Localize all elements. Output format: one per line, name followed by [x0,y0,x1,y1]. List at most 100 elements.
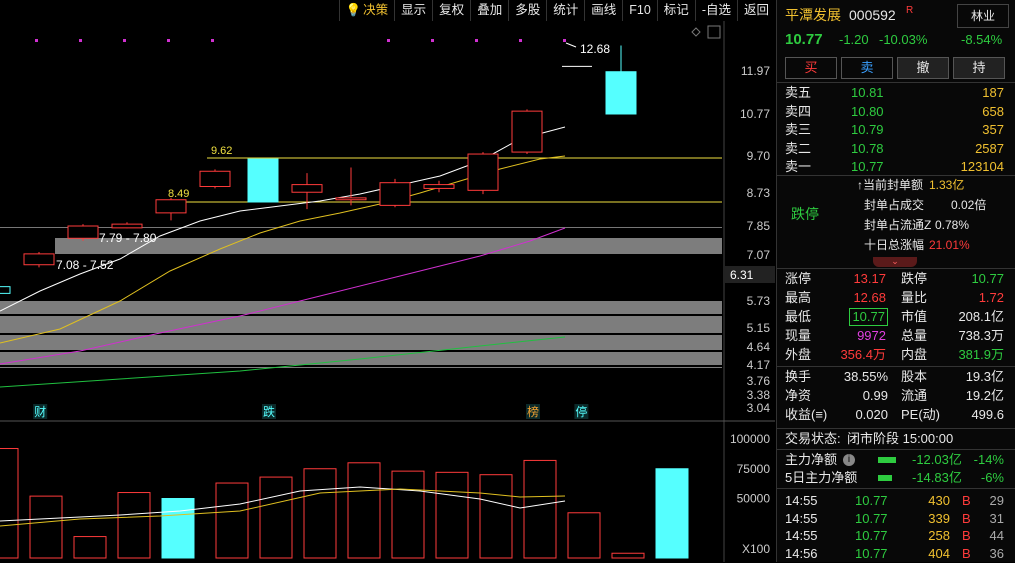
event-marker[interactable] [526,404,540,419]
trade-status-value: 闭市阶段 15:00:00 [847,431,954,446]
candle[interactable] [199,169,231,189]
diamond-icon[interactable] [691,27,701,37]
annotation-label: 8.49 [168,188,189,200]
candle[interactable] [67,224,99,241]
candle[interactable] [247,158,279,203]
toolbar-item-8[interactable]: 标记 [656,0,695,21]
toolbar-item-0[interactable]: 💡 决策 [338,0,395,21]
quote-value: 10.77 [971,271,1004,286]
annotation-label: 7.79 - 7.80 [99,231,157,245]
candle[interactable] [155,197,187,221]
toolbar-item-5[interactable]: 统计 [546,0,584,21]
limit-info-value: 1.33亿 [929,178,965,192]
candle[interactable] [0,284,11,295]
limit-info-value: 0.78% [935,218,970,232]
sell-button[interactable]: 卖 [841,57,893,79]
candle[interactable] [423,180,455,193]
volume-bar[interactable] [391,470,425,559]
volume-bar[interactable] [161,498,195,559]
volume-bar[interactable] [655,468,689,559]
volume-bar[interactable] [73,536,107,559]
volume-bar[interactable] [479,474,513,559]
toolbar-item-2[interactable]: 复权 [432,0,470,21]
info-icon[interactable]: i [843,454,855,466]
candle-body [335,197,367,201]
current-price-box [725,266,775,283]
limit-info-row: 封单占流通Z 0.78% [777,216,1015,234]
volume-profile-bar [0,301,722,314]
flow-label: 5日主力净额 [785,470,858,485]
volume-bar[interactable] [117,492,151,559]
chevron-down-icon[interactable]: ⌄ [873,257,917,267]
fund-label: 净资 [785,388,812,403]
limit-info-value: 21.01% [929,238,970,252]
industry-tag[interactable]: 林业 [957,4,1009,28]
candle[interactable] [467,152,499,195]
candle[interactable] [335,167,367,206]
flow-label: 主力净额 [785,452,838,467]
volume-bar[interactable] [435,471,469,559]
kline-chart[interactable]: 12.68 9.62 8.49 7.79 - 7.80 7.08 - 7.52 11.97… [0,21,775,562]
candle[interactable] [605,45,637,115]
quote-value: 13.17 [853,271,886,286]
quote-row: 现量 9972 总量 738.3万 [777,327,1015,345]
volume-bar[interactable] [29,495,63,559]
volume-bar[interactable] [567,512,601,559]
candle[interactable] [23,252,55,268]
order-book-row: 卖四 10.80 658 [777,103,1015,121]
candle-body [467,153,499,191]
order-volume: 123104 [960,159,1004,174]
toolbar-item-label: 返回 [743,3,769,17]
volume-bar[interactable] [347,462,381,559]
volume-bar[interactable] [0,448,19,559]
event-marker[interactable] [262,404,276,419]
event-marker-label: 停 [575,404,587,419]
order-price: 10.80 [851,103,884,119]
volume-bar[interactable] [215,482,249,559]
quote-label: 总量 [901,328,928,343]
candle[interactable] [511,109,543,155]
volume-bar[interactable] [611,552,645,559]
toolbar-item-4[interactable]: 多股 [508,0,546,21]
order-book-row: 卖二 10.78 2587 [777,140,1015,158]
tick-price: 10.77 [855,545,888,561]
candle[interactable] [111,222,143,229]
quote-row: 涨停 13.17 跌停 10.77 [777,270,1015,288]
money-flow-row: 5日主力净额 -14.83亿 -6% [777,469,1015,487]
quote-label: 量比 [901,290,928,305]
flow-pct: -14% [973,452,1004,467]
tick-time: 14:56 [785,545,818,561]
cancel-button[interactable]: 撤 [897,57,949,79]
toolbar-item-9[interactable]: -自选 [694,0,737,21]
candle[interactable] [291,173,323,210]
hold-button[interactable]: 持 [953,57,1005,79]
quote-row: 最高 12.68 量比 1.72 [777,289,1015,307]
volume-profile-bar [0,316,722,333]
ma5-line [0,126,566,312]
event-marker[interactable] [33,404,48,419]
order-price: 10.79 [851,122,884,137]
toolbar-item-10[interactable]: 返回 [736,0,775,21]
volume-bar[interactable] [259,476,293,559]
panel-toggle-icon[interactable] [707,25,721,39]
quote-value: 10.77 [849,308,888,326]
candle[interactable] [379,178,411,208]
ma60-line [0,336,566,388]
signal-dot [475,39,478,42]
event-marker[interactable] [574,404,589,419]
tick-side: B [962,493,971,508]
toolbar-item-7[interactable]: F10 [622,0,657,21]
toolbar-item-1[interactable]: 显示 [394,0,432,21]
toolbar-item-3[interactable]: 叠加 [470,0,508,21]
fund-value: 499.6 [971,407,1004,422]
tick-row: 14:55 10.77 258 B 44 [777,527,1015,545]
buy-button[interactable]: 买 [785,57,837,79]
volume-bar[interactable] [303,468,337,559]
price-axis-label: 9.70 [747,149,771,163]
volume-bar[interactable] [523,459,557,559]
tick-side: B [962,528,971,543]
quote-label: 外盘 [785,347,812,362]
toolbar-item-6[interactable]: 画线 [584,0,622,21]
order-price: 10.78 [851,140,884,156]
tick-volume: 339 [928,510,950,526]
